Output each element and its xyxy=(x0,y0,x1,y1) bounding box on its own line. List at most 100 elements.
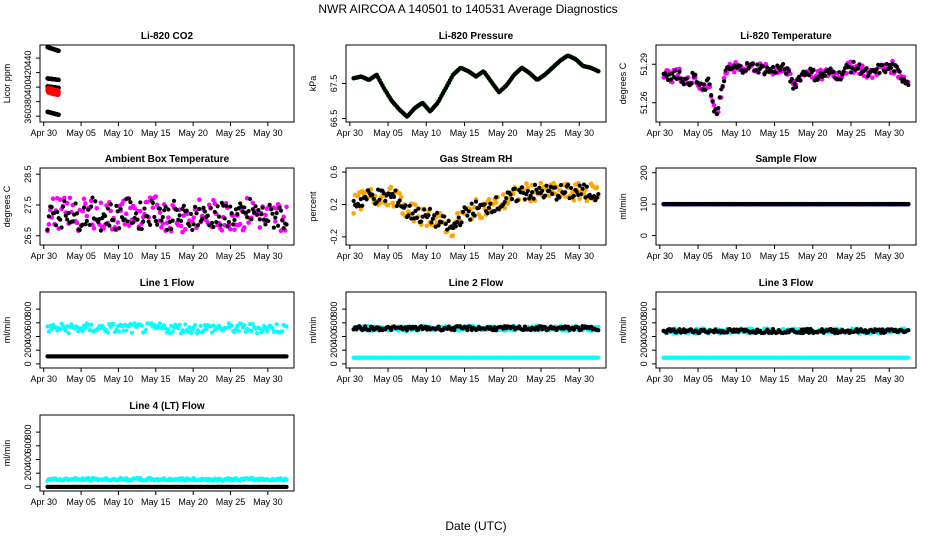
data-point xyxy=(139,323,144,328)
data-point-edge xyxy=(237,221,243,227)
data-point xyxy=(406,213,411,218)
x-tick-label: May 30 xyxy=(253,251,283,261)
data-point-edge xyxy=(178,223,184,229)
data-point xyxy=(59,225,64,230)
data-point xyxy=(270,211,275,216)
x-tick-label: May 25 xyxy=(216,251,246,261)
data-point xyxy=(688,81,694,86)
x-tick-label: May 20 xyxy=(798,251,828,261)
data-point xyxy=(531,196,536,201)
y-tick-label: 51.29 xyxy=(639,53,649,76)
data-point xyxy=(465,327,470,333)
y-tick-label: 51.26 xyxy=(639,91,649,114)
data-point xyxy=(429,220,434,225)
data-point xyxy=(194,211,199,216)
x-tick-label: May 15 xyxy=(450,251,480,261)
data-point-edge xyxy=(538,180,544,186)
data-point xyxy=(195,223,201,228)
data-point xyxy=(367,328,372,333)
data-point-edge xyxy=(493,200,499,205)
x-tick-label: May 20 xyxy=(488,374,518,384)
y-axis-label: kPa xyxy=(308,76,318,92)
data-point xyxy=(407,203,412,208)
data-point xyxy=(90,195,95,200)
data-point xyxy=(880,62,885,68)
y-tick-label: 380 xyxy=(23,94,33,109)
data-point xyxy=(743,68,748,73)
y-tick-label: 800 xyxy=(639,302,649,317)
data-point xyxy=(414,215,420,220)
y-tick-label: 600 xyxy=(639,315,649,330)
data-point xyxy=(117,226,122,231)
x-tick-label: Apr 30 xyxy=(30,128,57,138)
data-point xyxy=(74,211,80,216)
y-tick-label: 800 xyxy=(23,302,33,317)
data-point xyxy=(435,210,440,215)
x-tick-label: May 10 xyxy=(722,374,752,384)
data-point-edge xyxy=(424,223,430,229)
y-axis-label: ml/min xyxy=(2,317,12,344)
data-point-edge xyxy=(81,196,87,202)
data-point xyxy=(410,211,415,216)
data-point xyxy=(205,213,210,218)
data-point xyxy=(571,193,576,198)
data-point xyxy=(547,188,552,193)
data-point-edge xyxy=(126,223,132,229)
x-tick-label: May 15 xyxy=(760,128,790,138)
data-point-edge xyxy=(246,220,251,225)
data-point-edge xyxy=(115,220,121,225)
data-point xyxy=(250,207,255,212)
data-point-edge xyxy=(250,200,256,206)
data-point xyxy=(178,218,184,223)
data-point xyxy=(504,195,509,201)
data-point xyxy=(157,206,163,211)
data-point xyxy=(108,202,113,207)
data-point xyxy=(793,85,799,90)
x-tick-label: May 25 xyxy=(216,128,246,138)
data-point xyxy=(55,209,60,215)
data-point xyxy=(468,217,473,222)
data-point xyxy=(492,208,497,214)
data-point xyxy=(284,484,289,489)
y-axis-label: Licor ppm xyxy=(2,64,12,104)
data-point-edge xyxy=(675,72,681,78)
data-point xyxy=(789,76,794,82)
data-point xyxy=(245,215,250,220)
data-point xyxy=(132,321,137,326)
data-point xyxy=(274,322,279,327)
data-point xyxy=(249,217,254,222)
y-tick-label: 600 xyxy=(23,438,33,453)
data-point xyxy=(124,328,129,333)
data-point xyxy=(284,222,289,227)
panel-1: Li-820 Pressure kPa 66.5 67.5 Apr 30 May 05 Ma… xyxy=(308,31,607,138)
data-point xyxy=(722,79,727,84)
data-point xyxy=(275,223,281,228)
x-tick-label: Apr 30 xyxy=(30,251,57,261)
x-tick-label: May 15 xyxy=(450,374,480,384)
data-point-edge xyxy=(80,208,85,214)
panel-4: Gas Stream RH percent -0.2 0.2 0.6 Apr 30 May … xyxy=(308,154,607,261)
data-point xyxy=(278,208,284,213)
data-point xyxy=(512,186,517,191)
data-point xyxy=(765,327,770,332)
data-point xyxy=(88,204,94,209)
data-point xyxy=(681,82,686,87)
data-point xyxy=(877,70,882,76)
data-point xyxy=(60,204,66,209)
x-tick-label: May 10 xyxy=(104,251,134,261)
data-point xyxy=(238,201,243,206)
x-tick-label: May 20 xyxy=(178,497,208,507)
data-point xyxy=(542,193,548,198)
data-point xyxy=(753,68,758,73)
data-point-edge xyxy=(166,215,171,220)
marks xyxy=(661,58,911,117)
x-tick-label: May 25 xyxy=(526,128,556,138)
data-point xyxy=(455,219,460,225)
panel-2: Li-820 Temperature degrees C 51.26 51.29 Apr… xyxy=(618,31,917,138)
data-point xyxy=(280,218,285,223)
data-point xyxy=(117,329,122,334)
x-tick-label: May 15 xyxy=(141,128,171,138)
